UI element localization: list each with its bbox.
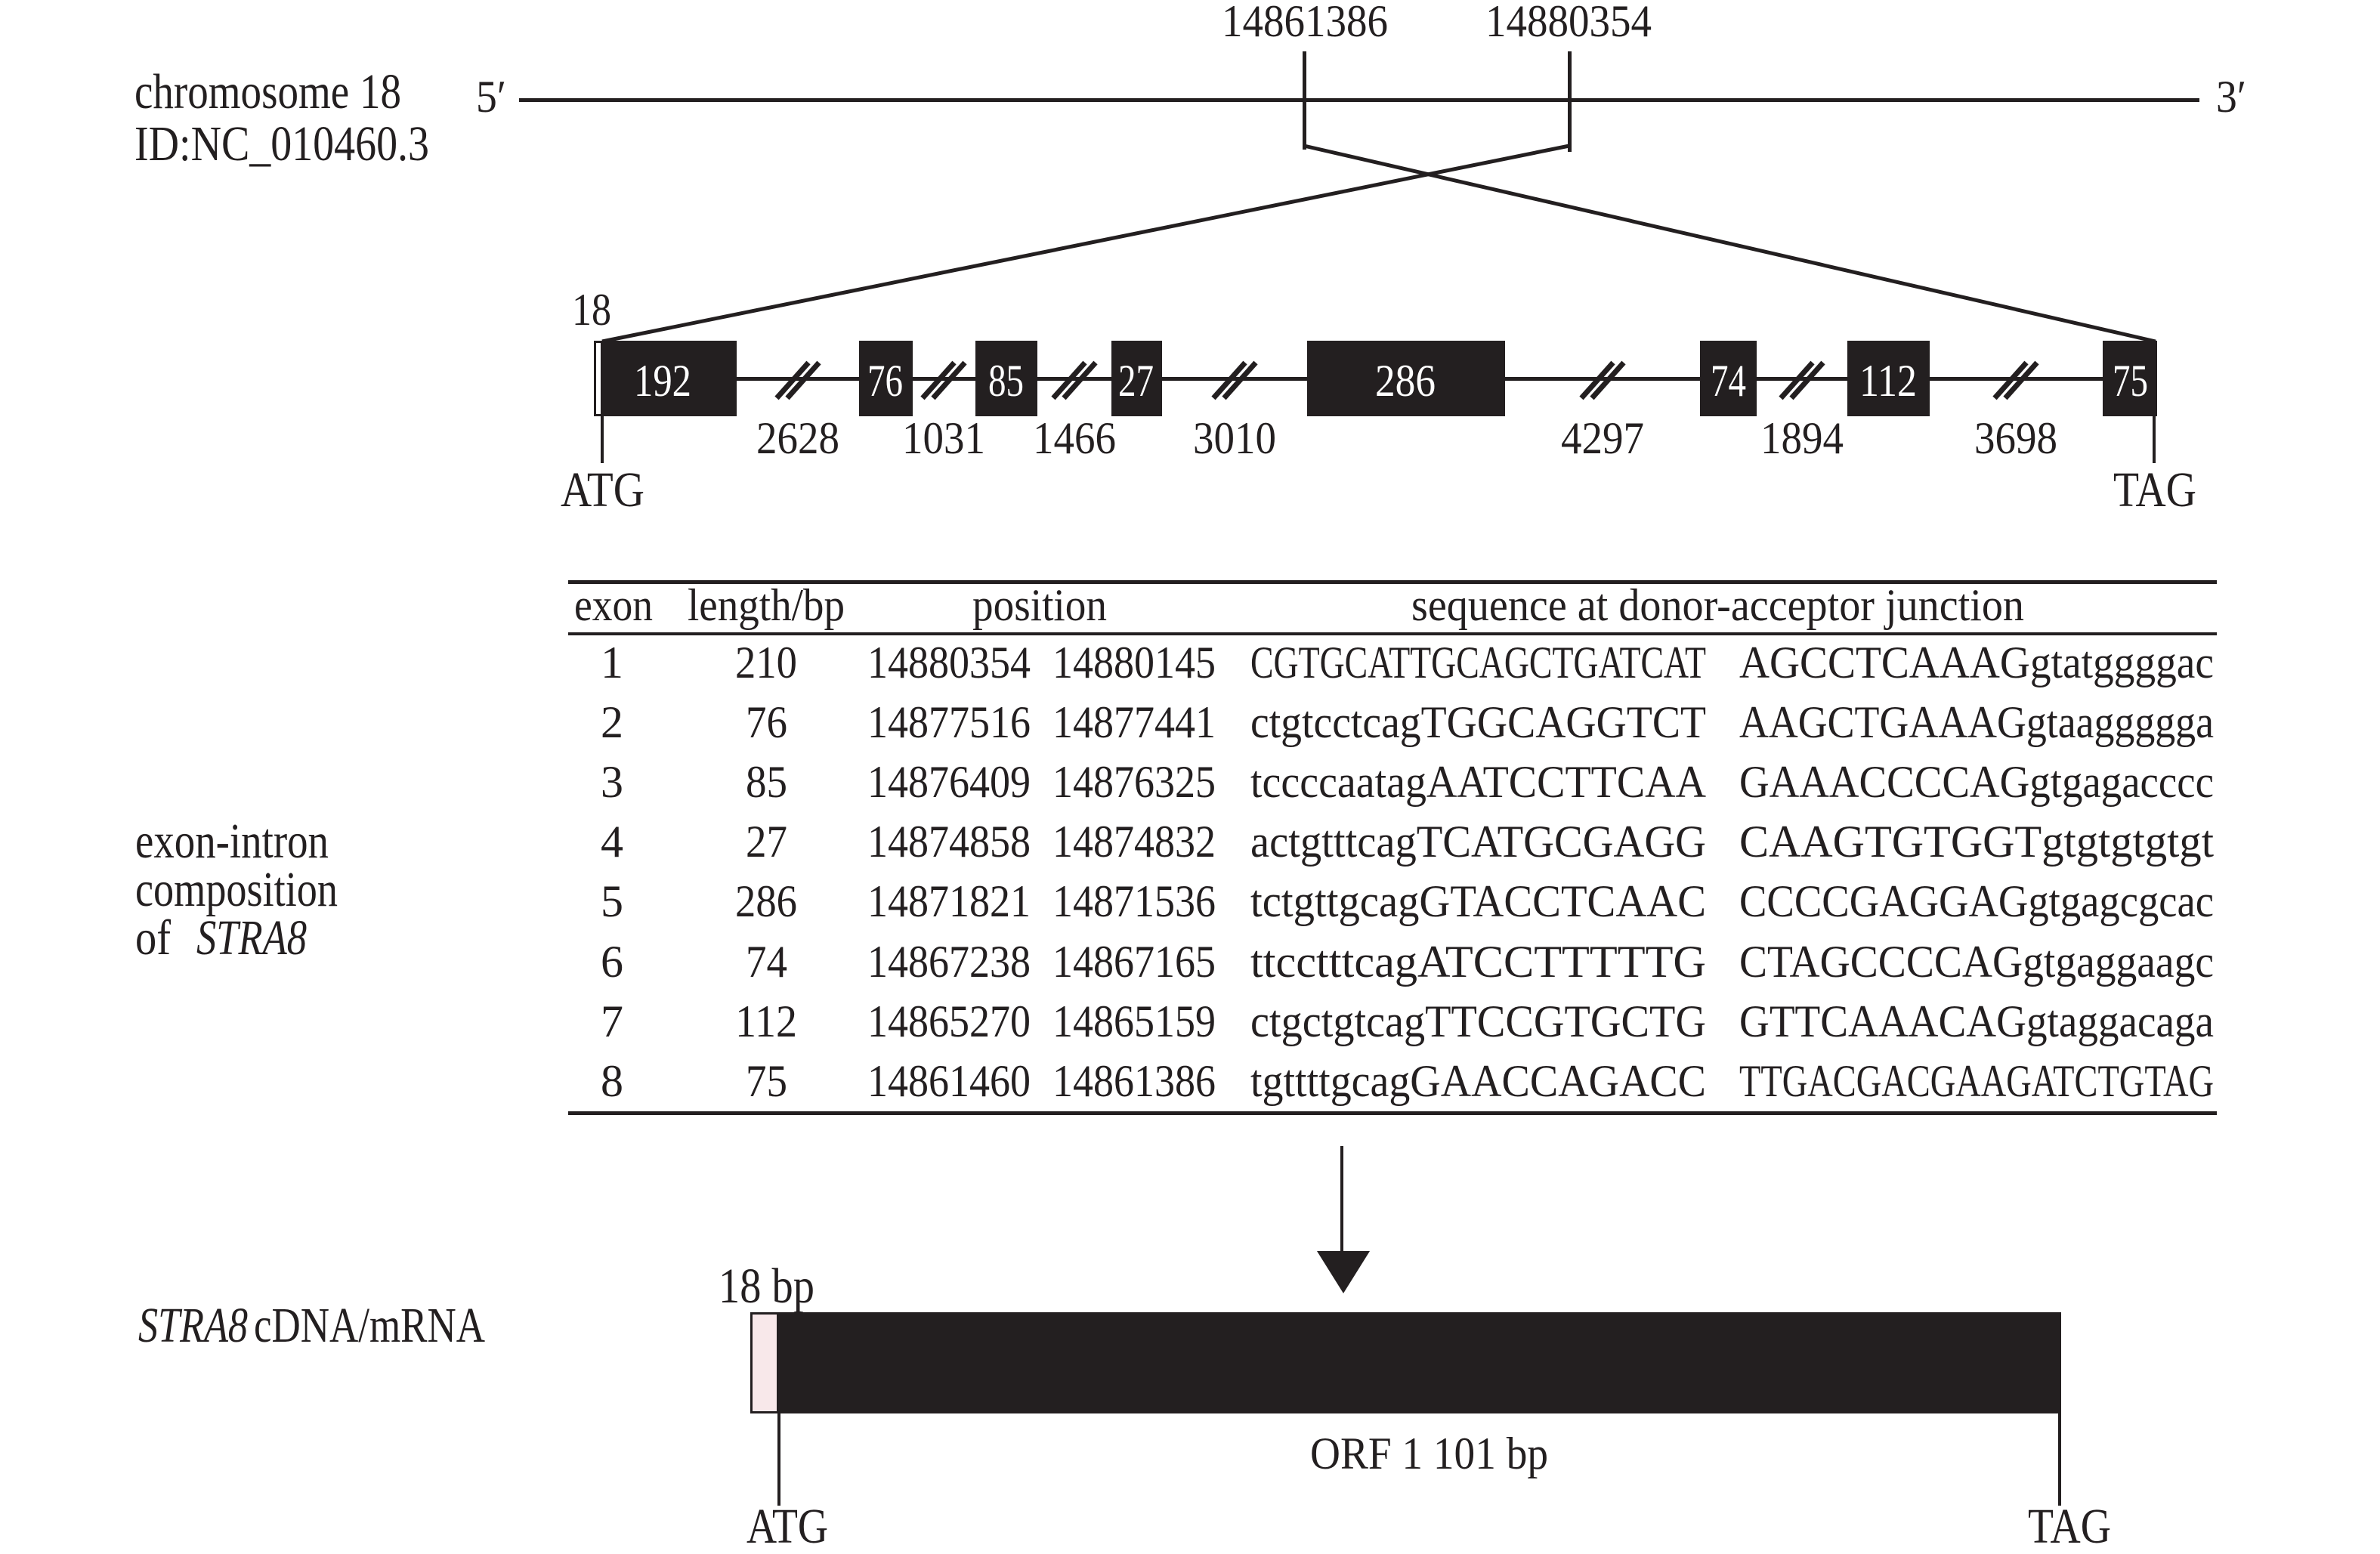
svg-text:7: 7 [601, 996, 623, 1046]
svg-text:2628: 2628 [756, 413, 839, 463]
svg-text:112: 112 [735, 996, 797, 1046]
svg-text:192: 192 [634, 356, 691, 406]
svg-text:tccccaatagAATCCTTCAA: tccccaatagAATCCTTCAA [1250, 757, 1706, 807]
svg-text:4: 4 [601, 817, 623, 867]
svg-text:of: of [135, 910, 171, 965]
svg-text:AGCCTCAAAGgtatggggac: AGCCTCAAAGgtatggggac [1739, 638, 2214, 687]
svg-text:14871536: 14871536 [1052, 876, 1216, 926]
svg-text:CTAGCCCCAGgtgaggaagc: CTAGCCCCAGgtgaggaagc [1739, 937, 2214, 987]
svg-text:5′: 5′ [476, 72, 506, 122]
svg-text:3: 3 [601, 757, 623, 807]
svg-text:74: 74 [1711, 356, 1746, 406]
svg-text:STRA8: STRA8 [138, 1298, 248, 1353]
svg-text:ttcctttcagATCCTTTTTG: ttcctttcagATCCTTTTTG [1250, 937, 1706, 987]
svg-text:tgttttgcagGAACCAGACC: tgttttgcagGAACCAGACC [1250, 1056, 1706, 1106]
svg-text:GAAACCCCAGgtgagacccc: GAAACCCCAGgtgagacccc [1739, 757, 2214, 807]
svg-text:1894: 1894 [1760, 413, 1844, 463]
svg-text:ORF 1 101 bp: ORF 1 101 bp [1310, 1429, 1548, 1478]
svg-text:286: 286 [735, 876, 797, 926]
svg-text:AAGCTGAAAGgtaaggggga: AAGCTGAAAGgtaaggggga [1739, 697, 2214, 747]
svg-text:2: 2 [601, 697, 623, 747]
svg-text:76: 76 [746, 697, 787, 747]
svg-text:3698: 3698 [1974, 413, 2057, 463]
svg-text:GTTCAAACAGgtaggacaga: GTTCAAACAGgtaggacaga [1739, 996, 2214, 1046]
svg-text:5: 5 [601, 876, 623, 926]
svg-text:composition: composition [135, 862, 338, 917]
svg-text:chromosome 18: chromosome 18 [134, 64, 401, 119]
svg-text:74: 74 [746, 937, 787, 987]
svg-text:3′: 3′ [2216, 72, 2246, 122]
svg-text:14861386: 14861386 [1222, 0, 1388, 46]
svg-text:6: 6 [601, 937, 623, 987]
svg-text:14880354: 14880354 [867, 638, 1031, 687]
svg-text:1466: 1466 [1033, 413, 1116, 463]
svg-text:sequence at donor-acceptor jun: sequence at donor-acceptor junction [1411, 580, 2024, 630]
svg-text:ctgtcctcagTGGCAGGTCT: ctgtcctcagTGGCAGGTCT [1250, 697, 1706, 747]
svg-text:actgtttcagTCATGCGAGG: actgtttcagTCATGCGAGG [1250, 817, 1706, 867]
svg-text:14874832: 14874832 [1052, 817, 1216, 867]
svg-text:75: 75 [746, 1056, 787, 1106]
svg-text:27: 27 [1118, 356, 1154, 406]
svg-text:ATG: ATG [746, 1499, 828, 1554]
svg-text:CGTGCATTGCAGCTGATCAT: CGTGCATTGCAGCTGATCAT [1250, 638, 1706, 687]
svg-text:length/bp: length/bp [688, 580, 845, 630]
svg-text:TTGACGACGAAGATCTGTAG: TTGACGACGAAGATCTGTAG [1739, 1056, 2214, 1106]
svg-text:14861460: 14861460 [867, 1056, 1031, 1106]
svg-text:STRA8: STRA8 [196, 910, 307, 965]
svg-text:14880354: 14880354 [1485, 0, 1652, 46]
svg-text:exon: exon [574, 580, 653, 630]
svg-text:ctgctgtcagTTCCGTGCTG: ctgctgtcagTTCCGTGCTG [1250, 996, 1706, 1046]
svg-text:CCCCGAGGAGgtgagcgcac: CCCCGAGGAGgtgagcgcac [1739, 876, 2214, 926]
svg-text:14865159: 14865159 [1052, 996, 1216, 1046]
svg-text:18: 18 [572, 285, 611, 335]
svg-text:1031: 1031 [902, 413, 985, 463]
svg-text:14871821: 14871821 [867, 876, 1031, 926]
svg-text:14867165: 14867165 [1052, 937, 1216, 987]
svg-text:tctgttgcagGTACCTCAAC: tctgttgcagGTACCTCAAC [1250, 876, 1706, 926]
svg-text:85: 85 [988, 356, 1024, 406]
svg-text:position: position [972, 580, 1107, 630]
svg-text:14877516: 14877516 [867, 697, 1031, 747]
svg-text:exon-intron: exon-intron [135, 814, 329, 869]
svg-text:TAG: TAG [2113, 462, 2196, 517]
svg-text:14876409: 14876409 [867, 757, 1031, 807]
svg-text:210: 210 [735, 638, 797, 687]
svg-text:14876325: 14876325 [1052, 757, 1216, 807]
svg-text:1: 1 [601, 638, 623, 687]
svg-text:14877441: 14877441 [1052, 697, 1216, 747]
svg-text:ID:NC_010460.3: ID:NC_010460.3 [134, 116, 429, 171]
svg-text:14865270: 14865270 [867, 996, 1031, 1046]
svg-text:14867238: 14867238 [867, 937, 1031, 987]
svg-text:CAAGTGTGGTgtgtgtgtgt: CAAGTGTGGTgtgtgtgtgt [1739, 817, 2214, 867]
svg-text:286: 286 [1375, 356, 1436, 406]
svg-text:3010: 3010 [1193, 413, 1276, 463]
svg-text:TAG: TAG [2028, 1499, 2111, 1554]
svg-text:4297: 4297 [1561, 413, 1644, 463]
svg-text:75: 75 [2113, 356, 2148, 406]
svg-text:27: 27 [746, 817, 787, 867]
svg-text:14861386: 14861386 [1052, 1056, 1216, 1106]
svg-text:ATG: ATG [561, 462, 644, 517]
svg-text:76: 76 [867, 356, 903, 406]
svg-text:8: 8 [601, 1056, 623, 1106]
svg-text:18 bp: 18 bp [719, 1259, 814, 1314]
svg-text:14874858: 14874858 [867, 817, 1031, 867]
svg-text:cDNA/mRNA: cDNA/mRNA [254, 1298, 485, 1353]
svg-text:112: 112 [1859, 356, 1917, 406]
svg-text:85: 85 [746, 757, 787, 807]
svg-text:14880145: 14880145 [1052, 638, 1216, 687]
